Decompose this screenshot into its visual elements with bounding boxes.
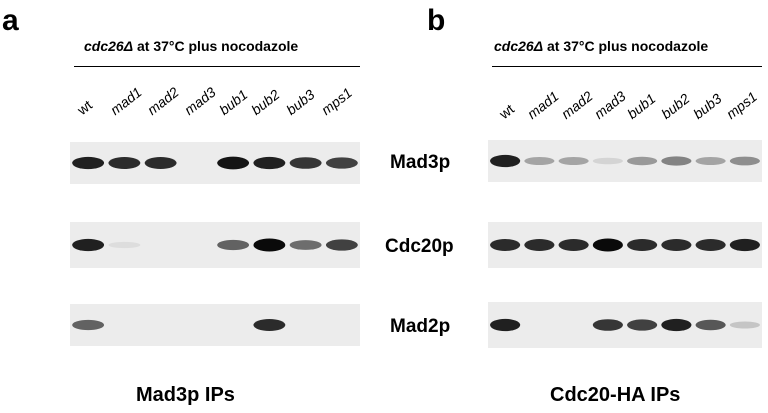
blot-band bbox=[592, 319, 623, 331]
panel-a-lane-label: mad2 bbox=[144, 83, 182, 118]
panel-a-letter: a bbox=[2, 4, 19, 37]
panel-a-lane-label: mps1 bbox=[318, 84, 355, 118]
panel-a-lane-label: mad3 bbox=[181, 83, 219, 118]
blot-band bbox=[490, 154, 521, 168]
panel-a-lane-label: bub2 bbox=[248, 86, 283, 118]
row-label-mad3p: Mad3p bbox=[390, 152, 451, 173]
blot-band bbox=[695, 239, 726, 251]
panel-b-lane-label: bub3 bbox=[690, 90, 725, 122]
blot-band bbox=[627, 239, 658, 251]
blot-band bbox=[325, 157, 358, 169]
panel-b-lane-label: bub2 bbox=[658, 90, 693, 122]
blot-band bbox=[729, 321, 760, 329]
blot-band bbox=[627, 319, 658, 331]
blot-band bbox=[108, 157, 141, 169]
blot-band bbox=[217, 156, 250, 170]
blot-band bbox=[325, 239, 358, 251]
blot-band bbox=[729, 156, 760, 166]
blot-band bbox=[490, 318, 521, 332]
blot-band bbox=[627, 156, 658, 166]
panel-b-lane-label: bub1 bbox=[624, 90, 659, 122]
panel-a-condition-text: at 37°C plus nocodazole bbox=[133, 38, 299, 54]
blot-band bbox=[289, 157, 322, 169]
panel-a-lane-label: bub3 bbox=[283, 86, 318, 118]
panel-a-condition: cdc26Δ at 37°C plus nocodazole bbox=[84, 38, 298, 54]
panel-a-lane-label: mad1 bbox=[107, 83, 145, 118]
panel-b-condition-text: at 37°C plus nocodazole bbox=[543, 38, 709, 54]
row-label-mad2p: Mad2p bbox=[390, 316, 451, 337]
panel-b-rule bbox=[492, 66, 762, 67]
blot-band bbox=[729, 238, 760, 252]
panel-a-footer: Mad3p IPs bbox=[136, 384, 235, 406]
blot-band bbox=[144, 157, 177, 169]
blot-band bbox=[661, 318, 692, 332]
blot-band bbox=[72, 156, 105, 170]
blot-band bbox=[72, 238, 105, 252]
blot-band bbox=[524, 156, 555, 166]
blot-band bbox=[217, 239, 250, 251]
blot-band bbox=[558, 239, 589, 251]
panel-b-blot-cdc20p bbox=[488, 222, 762, 268]
blot-band bbox=[253, 319, 286, 331]
blot-band bbox=[289, 240, 322, 250]
blot-band bbox=[558, 156, 589, 166]
panel-a-lane-label: bub1 bbox=[216, 86, 251, 118]
panel-a-blot-mad3p bbox=[70, 142, 360, 184]
panel-b-condition: cdc26Δ at 37°C plus nocodazole bbox=[494, 38, 708, 54]
panel-b-lane-label: mad2 bbox=[558, 87, 596, 122]
panel-a-blot-mad2p bbox=[70, 304, 360, 346]
panel-b-blot-mad3p bbox=[488, 140, 762, 182]
panel-b-lane-label: wt bbox=[496, 100, 518, 122]
blot-band bbox=[592, 238, 623, 252]
panel-b-lane-label: mps1 bbox=[723, 88, 760, 122]
blot-band bbox=[253, 238, 286, 252]
blot-band bbox=[490, 239, 521, 251]
panel-b-lane-label: mad3 bbox=[591, 87, 629, 122]
panel-b-condition-strain: cdc26Δ bbox=[494, 38, 544, 54]
blot-band bbox=[108, 241, 141, 249]
panel-b-footer: Cdc20-HA IPs bbox=[550, 384, 681, 406]
panel-a-condition-strain: cdc26Δ bbox=[84, 38, 134, 54]
blot-band bbox=[661, 239, 692, 251]
row-label-cdc20p: Cdc20p bbox=[385, 236, 454, 257]
blot-band bbox=[695, 156, 726, 166]
panel-b-blot-mad2p bbox=[488, 302, 762, 348]
blot-band bbox=[661, 156, 692, 166]
panel-b-letter: b bbox=[427, 4, 446, 37]
panel-b-lane-label: mad1 bbox=[524, 87, 562, 122]
blot-background bbox=[70, 304, 360, 346]
blot-band bbox=[253, 156, 286, 170]
panel-a-blot-cdc20p bbox=[70, 222, 360, 268]
blot-band bbox=[524, 239, 555, 251]
blot-band bbox=[695, 319, 726, 331]
panel-a-lane-label: wt bbox=[74, 96, 96, 118]
blot-band bbox=[592, 157, 623, 165]
blot-band bbox=[72, 319, 105, 331]
panel-a-rule bbox=[74, 66, 360, 67]
